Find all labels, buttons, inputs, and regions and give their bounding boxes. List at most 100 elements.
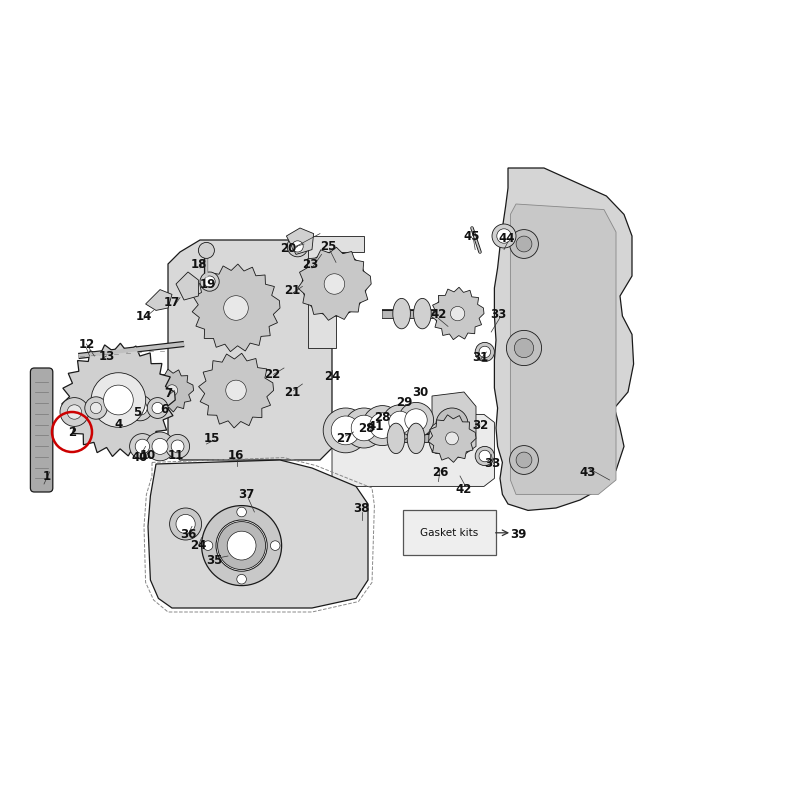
Circle shape — [226, 380, 246, 401]
Circle shape — [237, 574, 246, 584]
Circle shape — [200, 272, 219, 291]
Text: 42: 42 — [456, 483, 472, 496]
Circle shape — [170, 508, 202, 540]
Polygon shape — [510, 204, 616, 494]
Circle shape — [362, 406, 402, 446]
Ellipse shape — [393, 298, 410, 329]
Text: 38: 38 — [354, 502, 370, 514]
Circle shape — [479, 346, 490, 358]
Text: 42: 42 — [430, 308, 446, 321]
Text: 20: 20 — [280, 242, 296, 254]
Text: 11: 11 — [168, 450, 184, 462]
Circle shape — [323, 408, 368, 453]
Circle shape — [152, 438, 168, 454]
Circle shape — [479, 450, 490, 462]
Circle shape — [510, 230, 538, 258]
Circle shape — [510, 446, 538, 474]
Ellipse shape — [407, 423, 425, 454]
Circle shape — [436, 408, 468, 440]
Circle shape — [475, 342, 494, 362]
Text: 29: 29 — [396, 396, 412, 409]
Text: 25: 25 — [320, 240, 336, 253]
Text: 26: 26 — [432, 466, 448, 478]
Circle shape — [91, 373, 146, 427]
Circle shape — [237, 507, 246, 517]
FancyBboxPatch shape — [30, 368, 53, 492]
Circle shape — [331, 416, 360, 445]
Circle shape — [152, 402, 163, 414]
Ellipse shape — [435, 298, 453, 329]
Circle shape — [312, 262, 357, 306]
Circle shape — [202, 506, 282, 586]
Circle shape — [204, 276, 215, 287]
Circle shape — [60, 398, 89, 426]
Text: 44: 44 — [498, 232, 514, 245]
Polygon shape — [168, 240, 332, 460]
Text: 2: 2 — [68, 426, 76, 438]
Circle shape — [270, 541, 280, 550]
Circle shape — [497, 229, 511, 243]
Circle shape — [135, 439, 150, 454]
Text: 28: 28 — [358, 422, 374, 434]
Text: 14: 14 — [136, 310, 152, 322]
Text: 15: 15 — [204, 432, 220, 445]
Circle shape — [398, 402, 434, 438]
Polygon shape — [176, 272, 198, 300]
Circle shape — [344, 408, 384, 448]
Text: 30: 30 — [412, 386, 428, 398]
Text: 1: 1 — [42, 470, 50, 482]
Circle shape — [516, 452, 532, 468]
Text: 4: 4 — [114, 418, 122, 430]
Text: 33: 33 — [490, 308, 506, 321]
Polygon shape — [298, 247, 371, 320]
Text: 22: 22 — [264, 368, 280, 381]
Circle shape — [302, 252, 366, 316]
Circle shape — [324, 274, 345, 294]
FancyBboxPatch shape — [403, 510, 496, 555]
Text: 41: 41 — [368, 420, 384, 433]
Circle shape — [67, 405, 82, 419]
Circle shape — [446, 432, 458, 445]
Text: 13: 13 — [98, 350, 114, 362]
Text: 21: 21 — [284, 386, 300, 398]
Circle shape — [103, 385, 134, 415]
Text: 21: 21 — [284, 284, 300, 297]
Circle shape — [292, 241, 303, 252]
Circle shape — [218, 522, 266, 570]
Polygon shape — [432, 392, 476, 458]
Circle shape — [492, 224, 516, 248]
Polygon shape — [494, 168, 634, 510]
Circle shape — [450, 306, 465, 321]
Circle shape — [176, 514, 195, 534]
Polygon shape — [148, 460, 368, 608]
Circle shape — [506, 330, 542, 366]
Text: 37: 37 — [238, 488, 254, 501]
Polygon shape — [286, 228, 314, 254]
Circle shape — [85, 397, 107, 419]
Text: 12: 12 — [78, 338, 94, 350]
Circle shape — [227, 531, 256, 560]
Circle shape — [405, 409, 427, 431]
Circle shape — [146, 432, 174, 461]
Text: 17: 17 — [164, 296, 180, 309]
Ellipse shape — [429, 423, 446, 454]
Polygon shape — [192, 264, 280, 352]
Circle shape — [382, 405, 418, 440]
Text: 28: 28 — [374, 411, 390, 424]
Text: Gasket kits: Gasket kits — [421, 528, 478, 538]
Circle shape — [224, 296, 248, 320]
Text: 45: 45 — [464, 230, 480, 242]
Polygon shape — [146, 290, 172, 310]
Ellipse shape — [387, 423, 405, 454]
Circle shape — [370, 413, 395, 438]
Circle shape — [90, 402, 102, 414]
Text: 32: 32 — [472, 419, 488, 432]
Polygon shape — [431, 287, 484, 340]
Circle shape — [166, 434, 190, 458]
Circle shape — [351, 415, 377, 441]
Text: 23: 23 — [302, 258, 318, 270]
Text: 6: 6 — [161, 403, 169, 416]
Text: 7: 7 — [164, 387, 172, 400]
Text: 5: 5 — [134, 406, 142, 418]
Text: 24: 24 — [190, 539, 206, 552]
